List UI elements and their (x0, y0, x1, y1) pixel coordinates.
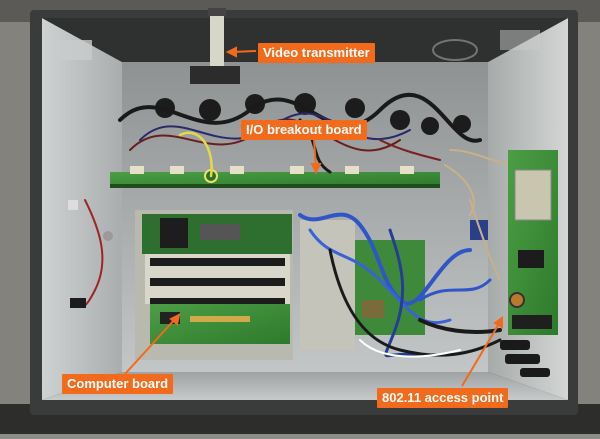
pointer-access-point (461, 321, 501, 387)
left-wall (42, 18, 122, 400)
access-point-label: 802.11 access point (377, 388, 509, 408)
video-transmitter-label: Video transmitter (258, 43, 375, 63)
io-breakout-board (110, 172, 440, 186)
top-panel (42, 18, 568, 62)
computer-board-label: Computer board (62, 374, 174, 394)
pointer-computer-board (124, 317, 177, 375)
io-breakout-board-label: I/O breakout board (241, 120, 367, 140)
video-transmitter (210, 12, 224, 72)
